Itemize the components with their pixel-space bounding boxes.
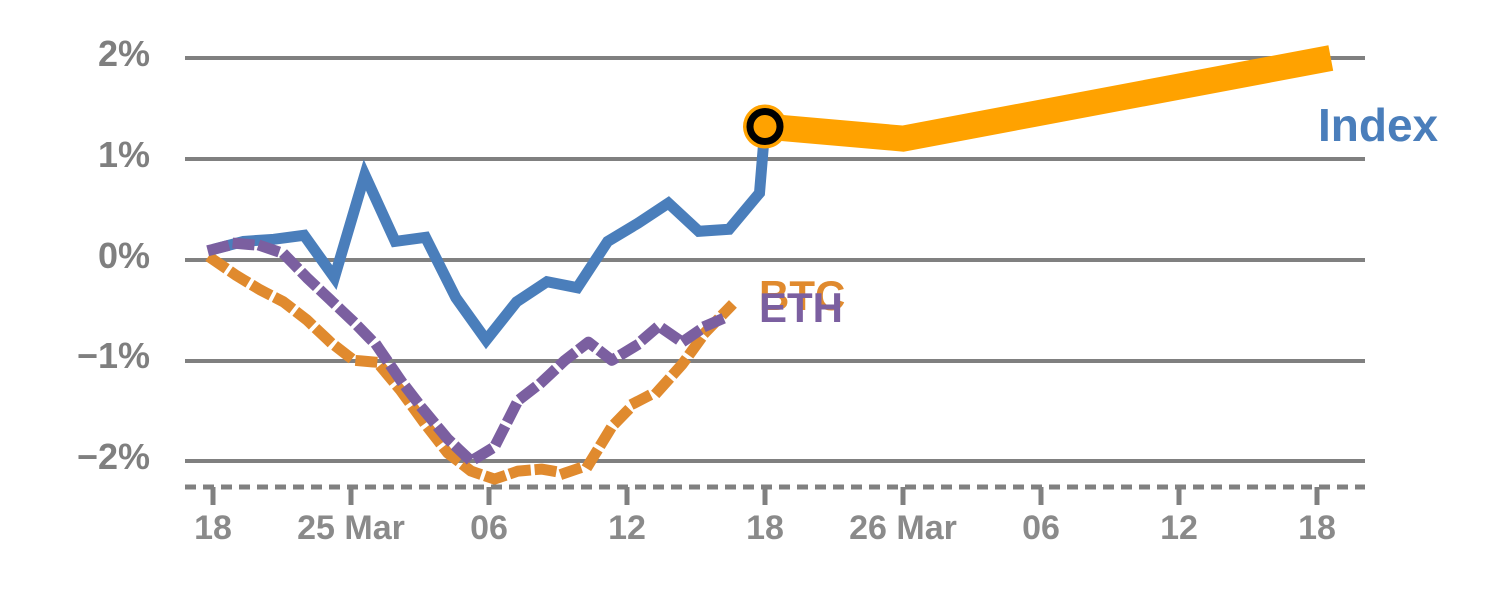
- x-axis-tick-label: 06: [470, 509, 508, 547]
- series-label-eth: ETH: [759, 284, 843, 331]
- series-group: [205, 45, 1334, 485]
- x-axis-tick-label: 12: [1160, 509, 1198, 547]
- series-path-eth: [206, 237, 737, 467]
- x-axis-tick-label: 26 Mar: [849, 509, 957, 547]
- series-path-index: [211, 126, 771, 350]
- y-axis-tick-label: −1%: [76, 335, 150, 377]
- series-path-btc: [205, 251, 737, 485]
- x-axis-tick-label: 12: [608, 509, 646, 547]
- x-axis-tick-label: 18: [746, 509, 784, 547]
- series-label-index: Index: [1318, 99, 1439, 151]
- annotation-marker-group[interactable]: [743, 104, 787, 149]
- x-axis-tick-label: 18: [194, 509, 232, 547]
- y-axis-tick-label: 2%: [97, 33, 150, 74]
- y-axis-tick-label: 1%: [97, 133, 150, 175]
- y-axis-tick-label: 0%: [97, 234, 150, 276]
- current-point-marker[interactable]: [746, 108, 784, 146]
- x-axis-ticks-group: [210, 487, 1320, 505]
- x-axis-tick-label: 18: [1298, 509, 1336, 547]
- series-path-index-forecast: [763, 45, 1334, 152]
- series-label-btc: BTC: [759, 272, 846, 319]
- y-axis-tick-label: −2%: [76, 436, 150, 477]
- x-axis-tick-label: 06: [1022, 509, 1060, 547]
- x-axis-tick-label: 25 Mar: [297, 509, 405, 547]
